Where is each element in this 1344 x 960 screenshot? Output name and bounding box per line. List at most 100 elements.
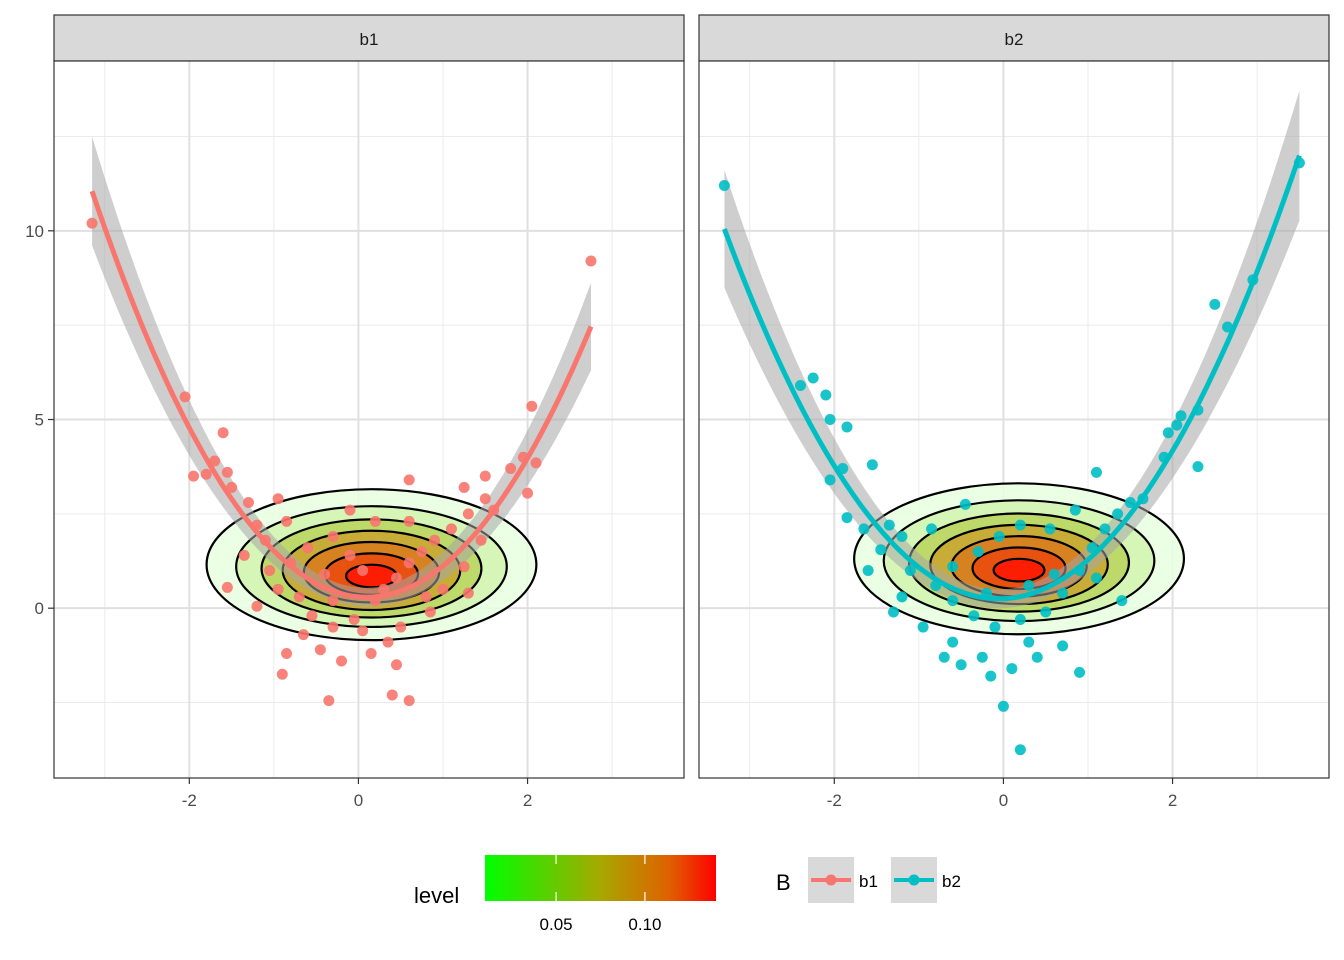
data-point	[976, 651, 988, 663]
data-point	[1031, 651, 1043, 663]
data-point	[866, 459, 878, 471]
density-contour	[992, 557, 1046, 583]
data-point	[824, 474, 836, 486]
data-point	[424, 606, 436, 618]
data-point	[488, 504, 500, 516]
data-point	[297, 629, 309, 641]
data-point	[1099, 523, 1111, 535]
fit-line	[89, 190, 594, 600]
data-point	[403, 474, 415, 486]
data-point	[904, 564, 916, 576]
group-legend-key-b1: b1	[808, 857, 878, 903]
data-point	[1048, 568, 1060, 580]
data-point	[306, 610, 318, 622]
data-point	[272, 583, 284, 595]
data-point	[1023, 580, 1035, 592]
data-point	[293, 591, 305, 603]
data-point	[1044, 523, 1056, 535]
data-point	[226, 481, 238, 493]
data-point	[1116, 595, 1128, 607]
data-point	[1112, 508, 1124, 520]
data-point	[997, 700, 1009, 712]
panel-b2: b2 -2 0 2	[698, 14, 1330, 810]
data-point	[1057, 587, 1069, 599]
panel-border	[698, 60, 1330, 779]
data-point	[221, 581, 233, 593]
x-tick-label: 2	[523, 791, 532, 810]
data-point	[993, 530, 1005, 542]
data-point	[824, 414, 836, 425]
data-point	[221, 466, 233, 478]
data-point	[403, 557, 415, 569]
data-point	[281, 647, 293, 659]
facet-strip-label: b2	[1005, 30, 1024, 49]
facet-strip	[698, 14, 1330, 62]
data-point	[179, 391, 191, 403]
data-point	[981, 587, 993, 599]
data-point	[458, 561, 470, 573]
data-point	[344, 504, 356, 516]
fit-confidence-ribbon	[92, 136, 591, 607]
data-point	[841, 512, 853, 524]
data-point	[1090, 466, 1102, 478]
data-point	[403, 515, 415, 527]
data-point	[251, 519, 263, 531]
data-point	[1222, 321, 1234, 333]
data-point	[390, 659, 402, 671]
x-tick-label: -2	[182, 791, 197, 810]
data-point	[718, 180, 730, 192]
data-point	[1074, 564, 1086, 576]
data-point	[989, 621, 1001, 633]
y-tick-label: 10	[25, 222, 44, 241]
data-point	[302, 542, 314, 554]
data-point	[837, 463, 849, 475]
data-point	[437, 583, 449, 595]
data-point	[1158, 451, 1170, 463]
data-point	[281, 515, 293, 527]
data-point	[875, 544, 887, 556]
data-point	[947, 595, 959, 607]
data-points	[718, 157, 1305, 756]
data-point	[585, 255, 597, 267]
data-point	[1069, 504, 1081, 516]
data-point	[930, 580, 942, 592]
data-point	[1171, 419, 1183, 431]
data-point	[862, 564, 874, 576]
data-point	[896, 530, 908, 542]
x-tick-label: -2	[827, 791, 842, 810]
data-point	[323, 695, 335, 707]
data-point	[386, 689, 398, 701]
data-point	[1014, 744, 1026, 756]
data-point	[938, 651, 950, 663]
data-point	[327, 621, 339, 633]
data-point	[1023, 636, 1035, 648]
data-point	[369, 515, 381, 527]
data-point	[883, 519, 895, 531]
data-point	[344, 549, 356, 561]
data-point	[445, 523, 457, 535]
data-point	[1192, 461, 1204, 473]
data-point	[1162, 427, 1174, 439]
data-point	[858, 523, 870, 535]
legend-key-label: b1	[859, 872, 878, 891]
data-point	[517, 451, 529, 463]
data-point	[462, 587, 474, 599]
data-point	[972, 546, 984, 558]
data-point	[896, 591, 908, 603]
data-point	[887, 606, 899, 618]
panel-b1: b1 -2 0 2 0 5 10	[25, 14, 685, 810]
legend-key-point	[825, 874, 837, 886]
data-point	[1209, 298, 1221, 310]
data-point	[458, 481, 470, 493]
data-point	[1014, 519, 1026, 531]
data-point	[429, 534, 441, 546]
data-point	[526, 400, 538, 412]
data-points	[86, 217, 597, 707]
data-point	[378, 583, 390, 595]
data-point	[242, 497, 254, 509]
data-point	[416, 546, 428, 558]
colorbar-tick-label: 0.10	[628, 915, 661, 934]
level-colorbar	[485, 855, 716, 901]
data-point	[1057, 640, 1069, 652]
